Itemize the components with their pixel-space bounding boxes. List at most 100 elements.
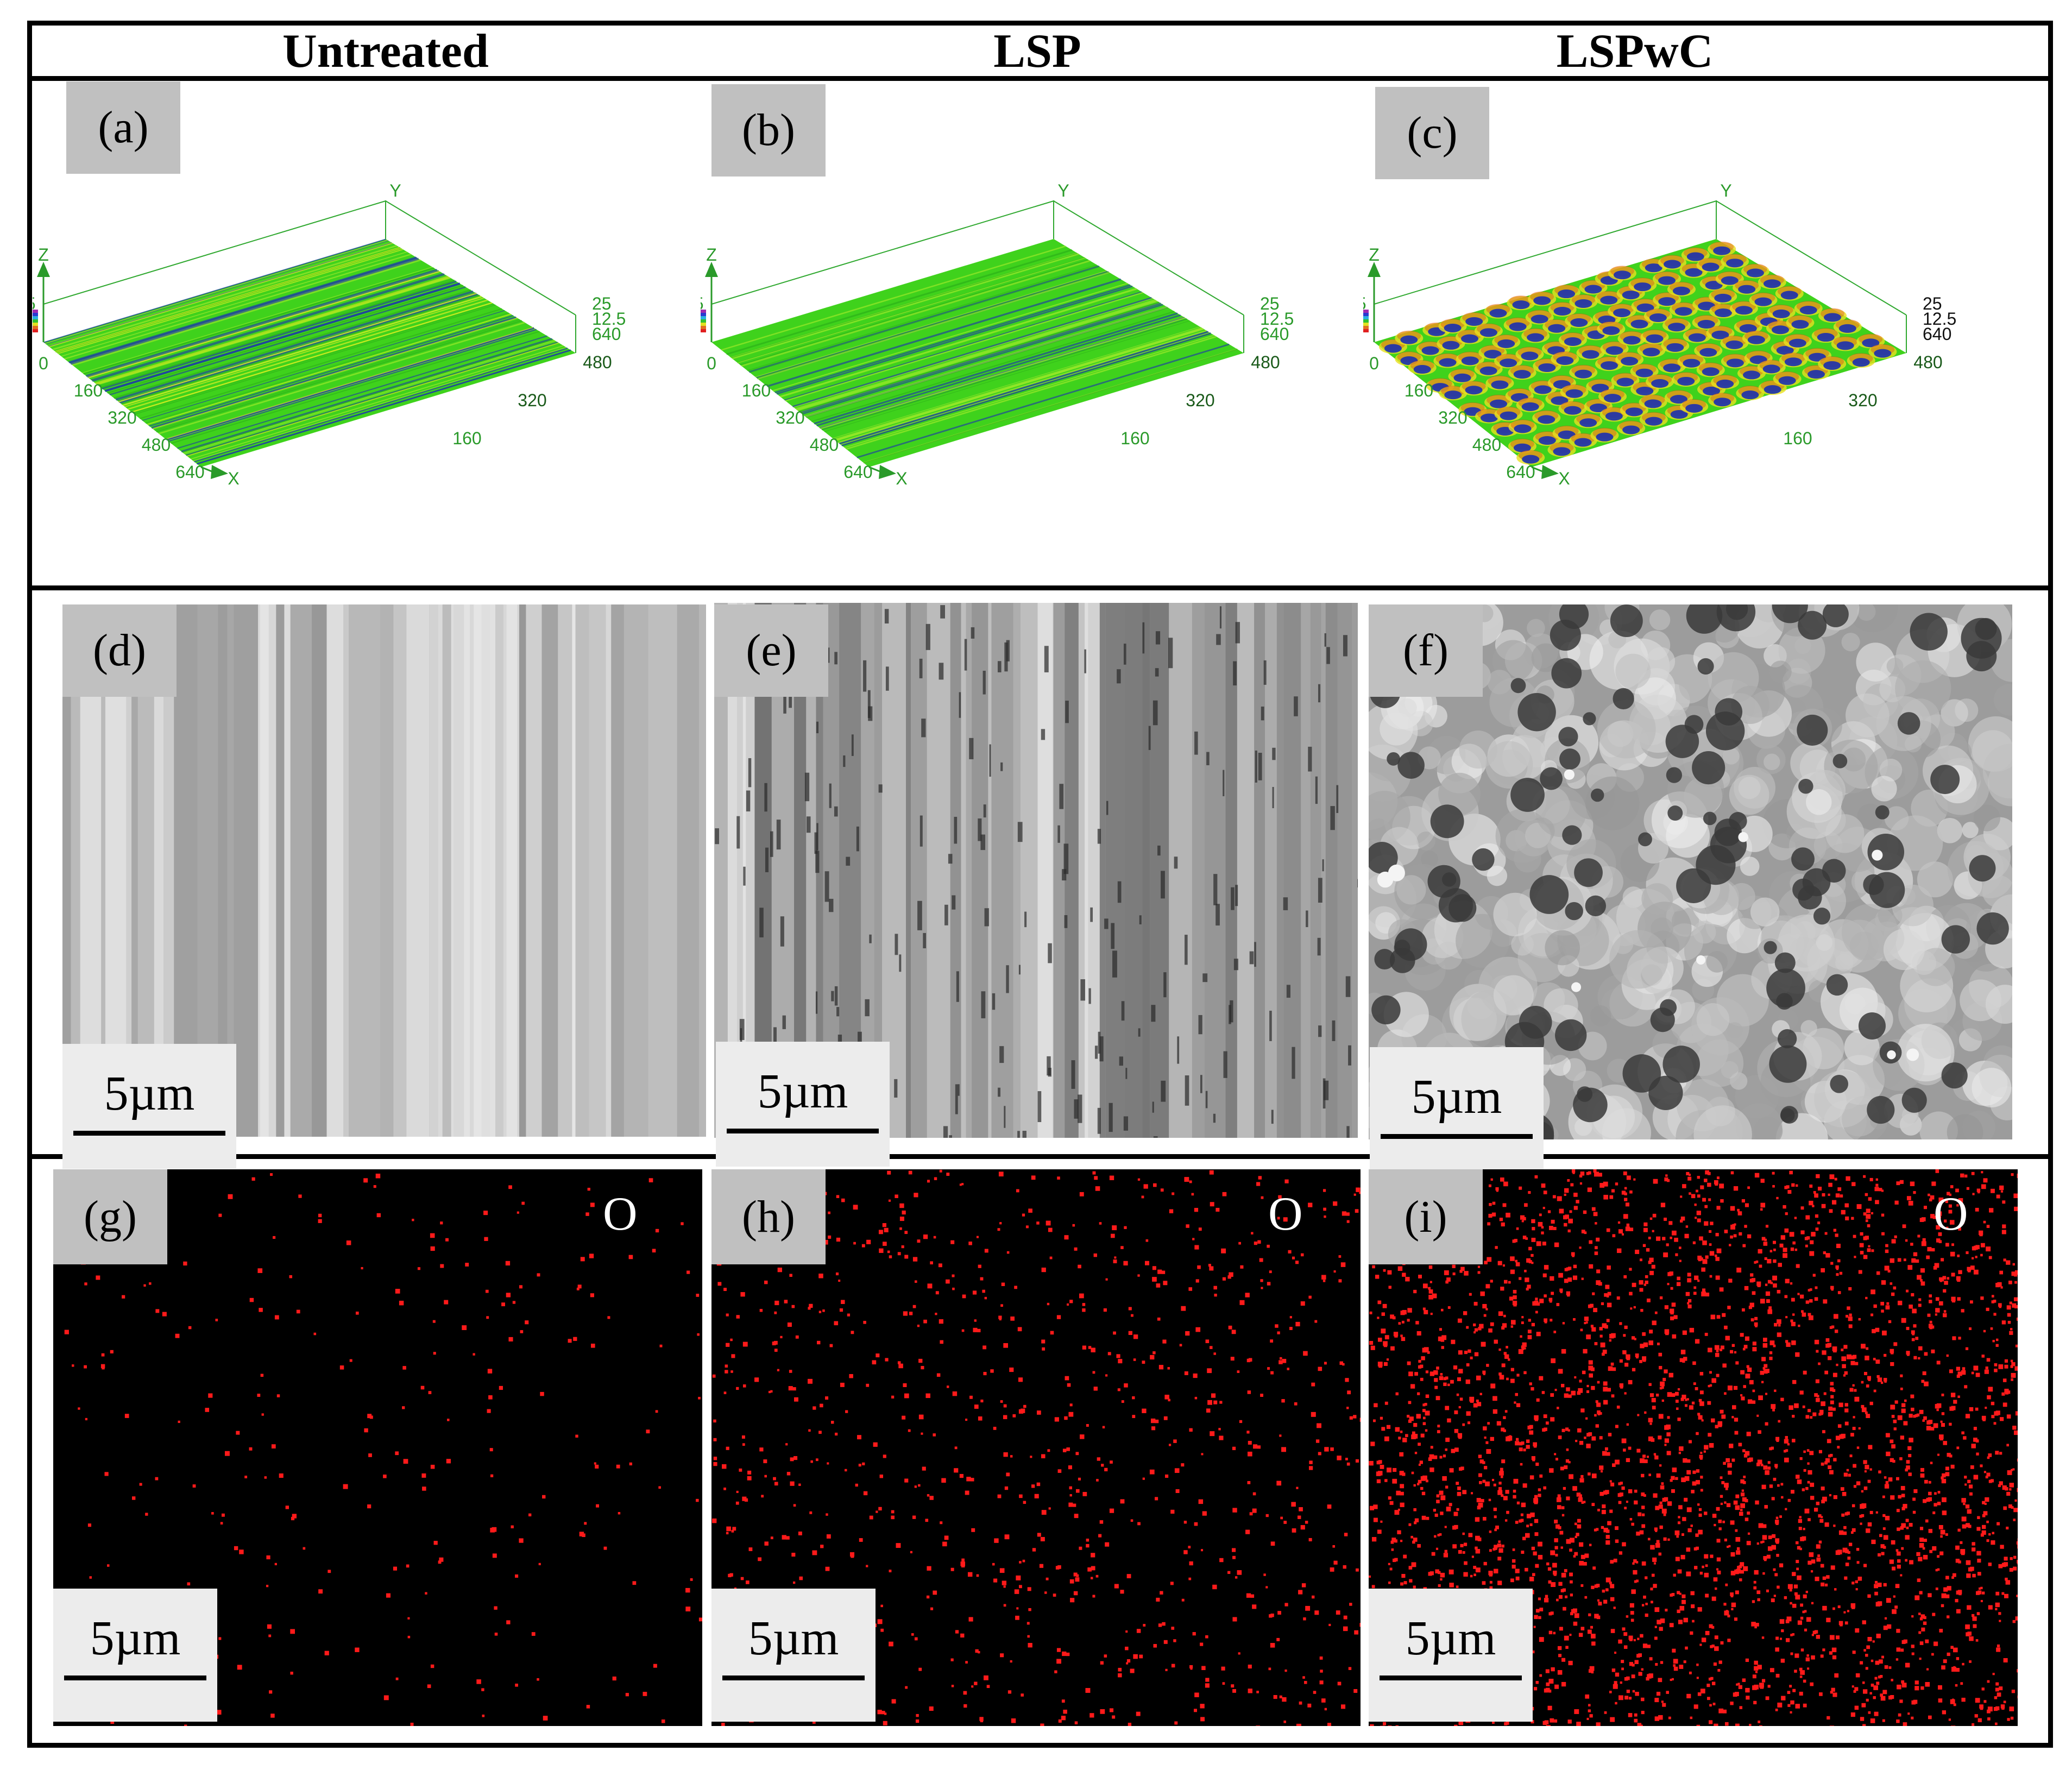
- z-tick-label: 12.5: [1260, 309, 1294, 329]
- x-tick-label: 640: [1506, 462, 1535, 482]
- scale-bar-line: [64, 1675, 206, 1680]
- scale-bar-label: 5µm: [1405, 1611, 1496, 1665]
- y-tick-label: 160: [452, 429, 481, 448]
- z-tick-label: 25: [1923, 294, 1942, 313]
- origin-label: 0: [39, 354, 48, 373]
- row-divider-2: [27, 1154, 2053, 1159]
- height-colorbar: [1363, 310, 1369, 332]
- z-axis-arrowhead: [37, 262, 50, 277]
- height-colorbar: [701, 310, 706, 332]
- y-tick-label: 320: [1848, 390, 1877, 410]
- y-tick-label: 160: [1783, 429, 1812, 448]
- figure-frame: [27, 21, 2053, 1748]
- x-tick-label: 640: [843, 462, 872, 482]
- scale-bar-label: 5µm: [104, 1067, 195, 1120]
- column-title-untreated: Untreated: [282, 25, 489, 78]
- scale-bar-label: 5µm: [90, 1611, 181, 1665]
- surface-texture: [43, 238, 571, 465]
- column-title-lspwc: LSPwC: [1556, 25, 1714, 78]
- panel-label-a: (a): [66, 81, 180, 174]
- x-tick-label: 160: [1405, 381, 1433, 400]
- panel-label-d: (d): [62, 604, 177, 697]
- panel-label-e: (e): [714, 604, 828, 697]
- z-axis-letter: Z: [1369, 245, 1380, 264]
- z-tick-label: 25: [1260, 294, 1280, 313]
- x-tick-label: 160: [742, 381, 771, 400]
- x-tick-label: 320: [108, 408, 136, 427]
- surface-texture: [721, 245, 1238, 464]
- scale-bar-label: 5µm: [1411, 1070, 1502, 1124]
- element-label-g: O: [603, 1188, 638, 1240]
- z-tick-label: 12.5: [592, 309, 626, 329]
- scale-bar-g: 5µm: [53, 1589, 217, 1722]
- scale-bar-label: 5µm: [757, 1064, 848, 1118]
- x-axis-letter: X: [1558, 469, 1570, 488]
- row-divider-1: [27, 585, 2053, 590]
- element-label-h: O: [1268, 1188, 1303, 1240]
- surface-texture: [1378, 241, 1897, 465]
- y-axis-letter: Y: [1720, 181, 1731, 200]
- origin-label: 0: [1369, 354, 1379, 373]
- y-tick-label: 480: [1251, 352, 1280, 372]
- z-tick-label: 12.5: [1923, 309, 1956, 329]
- y-tick-label: 160: [1120, 429, 1149, 448]
- header-divider: [27, 76, 2053, 81]
- x-axis-arrowhead: [1541, 465, 1559, 479]
- y-axis-letter: Y: [389, 181, 401, 200]
- z-axis-letter: Z: [38, 245, 49, 264]
- scale-bar-line: [1381, 1134, 1533, 1139]
- oxygen-signal-dots: [1369, 1169, 2018, 1726]
- eds-oxygen-map-g: [55, 1169, 702, 1726]
- x-tick-label: 160: [74, 381, 103, 400]
- panel-label-h: (h): [711, 1169, 826, 1264]
- scale-bar-d: 5µm: [62, 1044, 236, 1169]
- scale-bar-label: 5µm: [748, 1611, 839, 1665]
- panel-d-sem-image: [62, 604, 706, 1137]
- z-axis-arrowhead: [1368, 262, 1381, 277]
- y-tick-label: 320: [518, 390, 546, 410]
- z-axis-letter: Z: [706, 245, 717, 264]
- panel-label-c: (c): [1375, 87, 1489, 179]
- scale-bar-e: 5µm: [716, 1042, 890, 1167]
- scale-bar-f: 5µm: [1370, 1047, 1544, 1172]
- colorbar-max-label: 25: [701, 294, 704, 313]
- y-tick-label: 480: [583, 352, 612, 372]
- x-axis-arrowhead: [879, 465, 896, 479]
- z-tick-label: 25: [592, 294, 612, 313]
- z-axis-arrowhead: [705, 262, 718, 277]
- eds-oxygen-map-i: [1369, 1169, 2018, 1726]
- height-colorbar: [33, 310, 38, 332]
- panel-label-g: (g): [53, 1169, 167, 1264]
- scale-bar-line: [727, 1129, 879, 1133]
- scale-bar-h: 5µm: [711, 1589, 876, 1722]
- panel-label-b: (b): [711, 84, 826, 177]
- y-tick-label: 640: [592, 324, 621, 344]
- x-tick-label: 640: [175, 462, 204, 482]
- element-label-i: O: [1934, 1188, 1968, 1240]
- colorbar-max-label: 25: [1363, 294, 1366, 313]
- y-tick-label: 640: [1260, 324, 1289, 344]
- x-axis-letter: X: [228, 469, 239, 488]
- panel-label-i: (i): [1369, 1169, 1483, 1264]
- colorbar-max-label: 25: [33, 294, 36, 313]
- oxygen-signal-dots: [711, 1169, 1361, 1726]
- y-tick-label: 320: [1186, 390, 1214, 410]
- sem-image-d: [62, 604, 706, 1137]
- eds-oxygen-map-h: [711, 1169, 1361, 1726]
- panel-label-f: (f): [1369, 604, 1483, 697]
- scale-bar-line: [722, 1675, 865, 1680]
- scale-bar-i: 5µm: [1369, 1589, 1533, 1722]
- y-axis-letter: Y: [1057, 181, 1069, 200]
- x-axis-arrowhead: [211, 465, 228, 479]
- oxygen-signal-dots: [55, 1169, 702, 1726]
- scale-bar-line: [1380, 1675, 1522, 1680]
- scale-bar-line: [73, 1131, 225, 1136]
- topography-surface: [43, 239, 576, 467]
- x-tick-label: 320: [776, 408, 804, 427]
- sem-texture: [62, 604, 706, 1137]
